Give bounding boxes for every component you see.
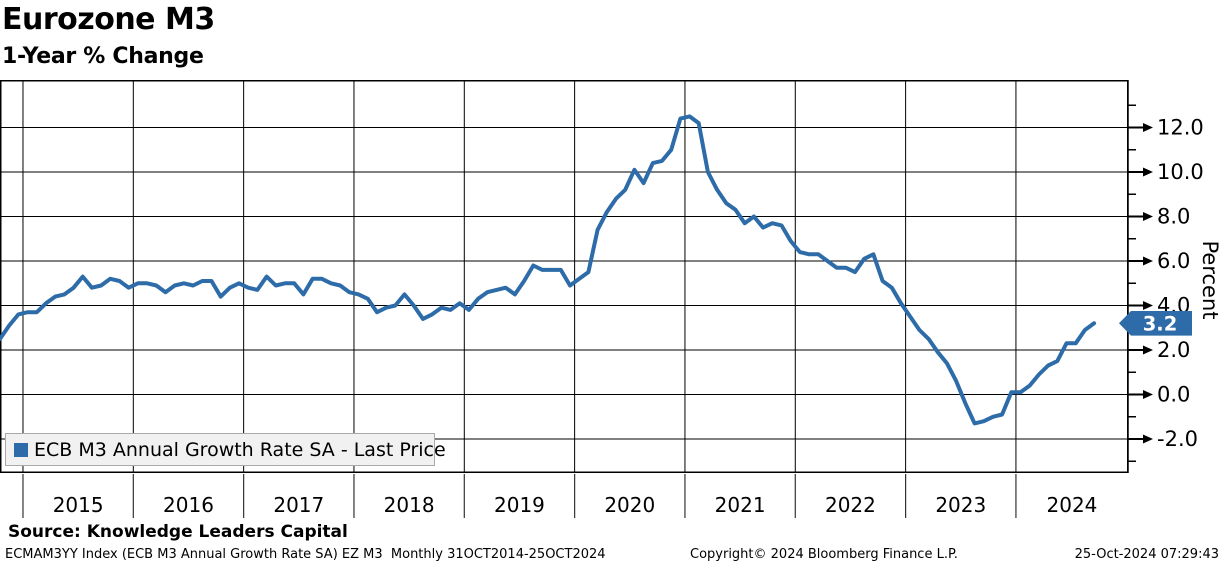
legend-label: ECB M3 Annual Growth Rate SA - Last Pric… — [34, 438, 446, 461]
chart-plot-area[interactable]: 12.010.08.06.04.02.00.0-2.0 2015 2016 2017… — [0, 80, 1224, 520]
y-tick-label: 10.0 — [1157, 160, 1204, 184]
y-tick-arrow-icon — [1143, 301, 1153, 310]
security-description: ECMAM3YY Index (ECB M3 Annual Growth Rat… — [5, 547, 606, 562]
legend-box: ECB M3 Annual Growth Rate SA - Last Pric… — [5, 433, 446, 466]
source-text: Source: Knowledge Leaders Capital — [8, 522, 348, 542]
y-tick-label: 2.0 — [1157, 338, 1190, 362]
m3-growth-line[interactable] — [0, 114, 1097, 426]
x-year-label: 2018 — [384, 493, 435, 517]
y-tick-label: 8.0 — [1157, 205, 1190, 229]
y-axis-title: Percent — [1198, 240, 1222, 319]
vertical-gridlines — [22, 80, 1017, 473]
x-year-label: 2023 — [935, 493, 986, 517]
x-axis-year-labels: 2015 2016 2017 2018 2019 2020 2021 2022 2023 2024 — [22, 474, 1098, 518]
copyright-text: Copyright© 2024 Bloomberg Finance L.P. — [690, 547, 958, 562]
x-year-label: 2016 — [163, 493, 214, 517]
last-price-badge-shape — [1119, 311, 1192, 336]
x-year-label: 2021 — [715, 493, 766, 517]
y-tick-arrow-icon — [1143, 256, 1153, 266]
y-tick-label: -2.0 — [1157, 427, 1198, 451]
page-title: Eurozone M3 — [2, 2, 215, 37]
last-price-badge: 3.2 — [1119, 311, 1192, 336]
y-tick-label: 6.0 — [1157, 249, 1190, 273]
y-tick-arrow-icon — [1143, 167, 1153, 177]
legend-swatch-icon — [14, 442, 28, 457]
y-axis: 12.010.08.06.04.02.00.0-2.0 — [1127, 80, 1204, 473]
y-tick-arrow-icon — [1143, 434, 1153, 444]
y-tick-arrow-icon — [1143, 212, 1153, 221]
last-price-value: 3.2 — [1143, 313, 1178, 336]
x-year-label: 2017 — [273, 493, 324, 517]
x-year-label: 2022 — [825, 493, 876, 517]
x-year-label: 2015 — [53, 493, 104, 517]
y-tick-arrow-icon — [1143, 123, 1153, 132]
y-tick-arrow-icon — [1143, 345, 1153, 355]
y-tick-label: 0.0 — [1157, 383, 1190, 407]
x-year-label: 2019 — [494, 493, 545, 517]
timestamp-text: 25-Oct-2024 07:29:43 — [1074, 547, 1219, 562]
y-tick-arrow-icon — [1143, 390, 1153, 399]
x-year-label: 2020 — [604, 493, 655, 517]
horizontal-gridlines — [0, 127, 1128, 440]
chart-subtitle: 1-Year % Change — [2, 44, 204, 69]
y-tick-label: 12.0 — [1157, 116, 1204, 140]
x-year-label: 2024 — [1047, 493, 1098, 517]
